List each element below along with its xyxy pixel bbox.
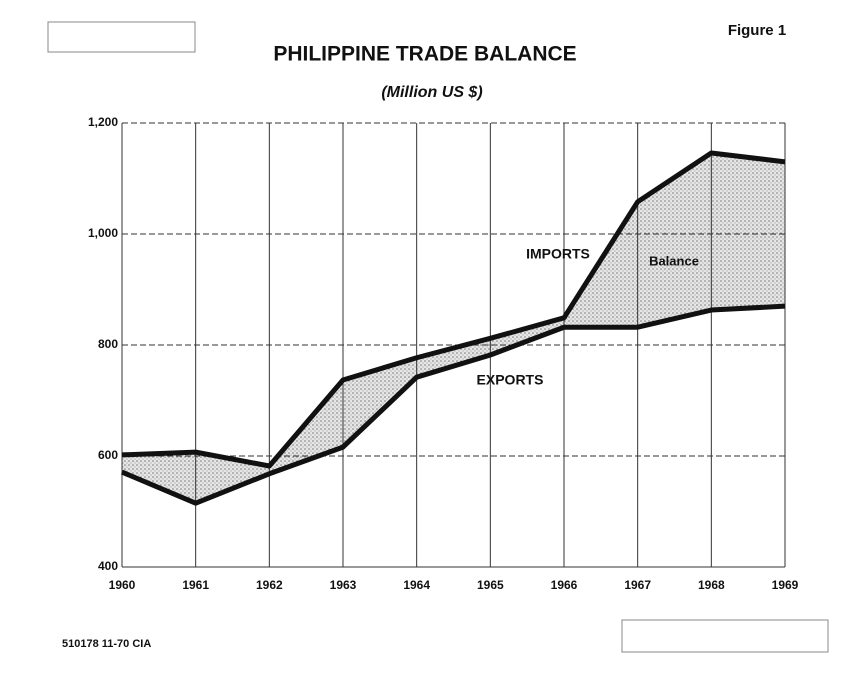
x-tick-label: 1967 bbox=[624, 578, 651, 592]
x-tick-label: 1965 bbox=[477, 578, 504, 592]
y-tick-label: 1,000 bbox=[88, 226, 118, 240]
x-tick-label: 1961 bbox=[182, 578, 209, 592]
x-tick-label: 1960 bbox=[109, 578, 136, 592]
y-tick-label: 600 bbox=[98, 448, 118, 462]
figure-label: Figure 1 bbox=[728, 22, 786, 39]
x-tick-label: 1962 bbox=[256, 578, 283, 592]
series-line bbox=[121, 303, 786, 506]
y-tick-label: 400 bbox=[98, 559, 118, 573]
x-tick-label: 1963 bbox=[330, 578, 357, 592]
area-label: Balance bbox=[649, 253, 699, 268]
chart-subtitle: (Million US $) bbox=[381, 84, 482, 101]
balance-area bbox=[122, 152, 785, 504]
footnote: 510178 11-70 CIA bbox=[62, 638, 151, 650]
chart-title: PHILIPPINE TRADE BALANCE bbox=[273, 43, 576, 66]
y-tick-label: 1,200 bbox=[88, 115, 118, 129]
x-tick-label: 1968 bbox=[698, 578, 725, 592]
x-tick-label: 1969 bbox=[772, 578, 799, 592]
series-line bbox=[121, 150, 786, 469]
y-tick-label: 800 bbox=[98, 337, 118, 351]
x-tick-label: 1966 bbox=[551, 578, 578, 592]
series-label: EXPORTS bbox=[477, 372, 544, 388]
blank-box bbox=[47, 21, 196, 53]
series-label: IMPORTS bbox=[526, 246, 590, 262]
blank-box bbox=[621, 619, 829, 653]
x-tick-label: 1964 bbox=[403, 578, 430, 592]
